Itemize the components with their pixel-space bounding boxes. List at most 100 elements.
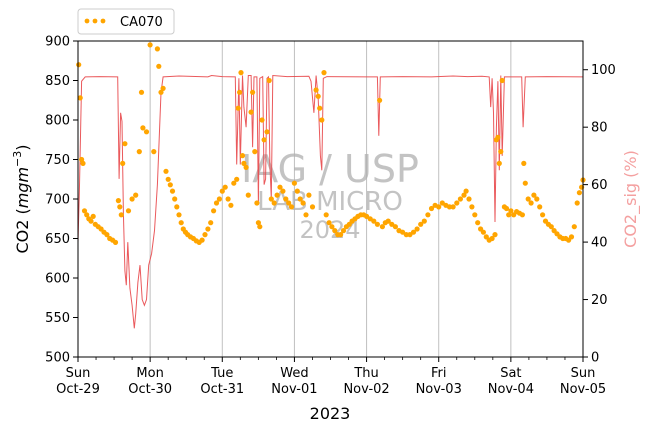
ca070-point [248,109,254,115]
ca070-point [238,70,244,76]
right-y-tick-label: 80 [591,121,608,136]
right-y-axis-label: CO2_sig (%) [621,150,641,248]
x-tick-label-date: Nov-03 [416,382,462,397]
ca070-point [176,212,182,218]
ca070-point [80,160,86,166]
ca070-point [158,89,164,95]
left-y-tick-label: 600 [45,272,70,287]
left-y-axis: 500 550 600 650 700 750 800 850 900 [45,35,78,366]
ca070-point [266,77,272,84]
left-y-tick-label: 550 [45,311,70,326]
ca070-point [323,212,329,218]
x-tick-label-date: Nov-02 [343,382,389,397]
ca070-point [528,200,534,206]
ca070-point [277,184,283,190]
legend-marker-dot [100,18,106,24]
ca070-point [385,218,391,224]
ca070-point [254,200,260,206]
ca070-point [235,105,241,111]
left-y-axis-label: CO2 (mgm−3) [11,144,32,253]
ca070-point [446,204,453,210]
ca070-point [294,188,300,194]
ca070-point [534,196,540,202]
ca070-point [234,176,240,182]
ca070-point [521,160,527,166]
ca070-point [576,190,583,196]
ca070-point [172,196,178,202]
ca070-point [243,164,249,170]
ca070-point [268,196,274,202]
left-y-axis-label-prefix: CO2 ( [13,208,32,253]
right-y-tick-label: 100 [591,63,616,78]
ca070-point [208,220,214,226]
ca070-point [469,204,475,210]
x-tick-label-date: Oct-29 [56,382,100,397]
ca070-point [163,168,169,174]
ca070-point [90,213,96,219]
ca070-point [300,200,306,206]
left-y-axis-label-exponent: −3 [11,151,24,167]
ca070-point [418,221,424,227]
ca070-point [338,232,344,238]
legend-box [77,8,175,35]
ca070-point [492,232,498,238]
ca070-point [255,220,261,226]
co2-sig-series [77,74,584,329]
ca070-point [332,228,338,234]
ca070-point [245,192,251,198]
ca070-point [489,235,495,242]
ca070-point [519,212,526,218]
ca070-point [436,204,442,210]
ca070-point [261,137,267,143]
ca070-point [496,160,502,166]
ca070-point [457,196,463,202]
ca070-point [199,237,205,243]
ca070-point [151,149,157,155]
ca070-point [257,224,263,230]
x-axis-label: 2023 [310,404,351,423]
ca070-point [450,204,456,210]
ca070-point [303,212,309,218]
ca070-point [259,117,265,123]
right-y-tick-label: 0 [591,351,599,366]
ca070-point [250,89,256,95]
ca070-point [283,196,289,202]
ca070-point [531,192,537,198]
ca070-point [313,87,319,93]
day-gridlines [149,41,512,357]
ca070-point [548,224,554,230]
ca070-point [574,200,580,206]
ca070-point [115,198,121,204]
legend: CA070 [77,8,175,35]
ca070-point [280,188,286,194]
x-tick-label-date: Nov-05 [560,382,606,397]
ca070-point [506,212,512,218]
ca070-point [143,129,150,135]
legend-marker-dot [92,18,98,24]
ca070-point [112,239,119,245]
ca070-point [297,196,303,202]
ca070-point [503,205,510,212]
ca070-point [81,208,88,214]
left-y-tick-label: 650 [45,232,70,247]
ca070-point [454,200,460,206]
watermark: IAG / USP LAB MICRO 2024 [241,147,419,244]
right-y-tick-label: 20 [591,293,608,308]
ca070-point [421,218,427,224]
ca070-point [403,232,409,238]
ca070-point [568,234,575,240]
left-y-axis-label-unit: mgm [13,167,32,208]
left-y-tick-label: 750 [45,153,70,168]
ca070-point [252,149,258,155]
ca070-point [264,129,270,135]
left-y-tick-label: 800 [45,114,70,129]
ca070-point [228,202,234,208]
ca070-point [147,42,153,48]
ca070-point [88,218,94,224]
ca070-point [540,212,546,218]
ca070-point [160,85,166,91]
ca070-point [410,229,417,235]
ca070-point [271,200,277,206]
ca070-point [237,89,243,95]
ca070-point [329,224,335,230]
